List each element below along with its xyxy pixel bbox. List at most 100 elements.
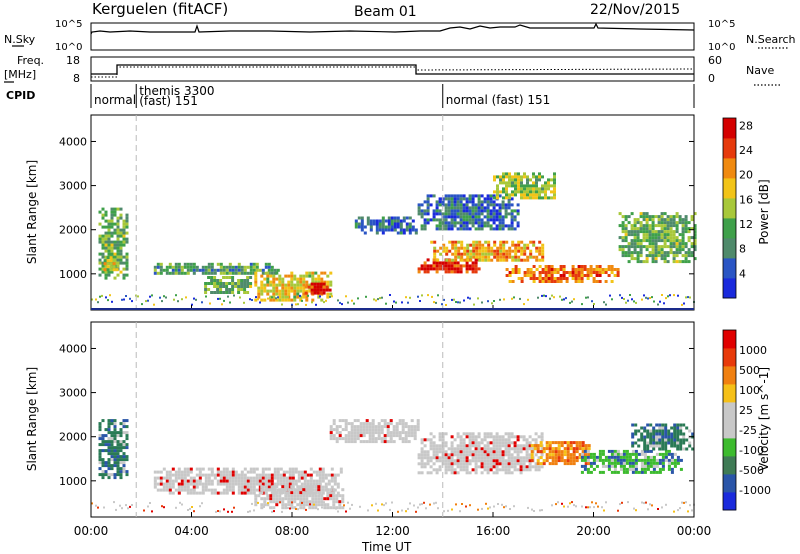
scatter-cell [538, 190, 541, 194]
near-range-cell [645, 501, 647, 504]
scatter-cell [284, 506, 288, 510]
scatter-cell [231, 265, 235, 269]
scatter-cell [113, 437, 117, 441]
scatter-cell [657, 221, 661, 225]
scatter-cell [195, 467, 199, 471]
colorbar-tick-label: -1000 [739, 484, 771, 497]
scatter-cell [672, 257, 676, 261]
scatter-cell [493, 252, 497, 256]
scatter-cell [676, 455, 680, 459]
scatter-cell [204, 285, 208, 288]
scatter-cell [275, 497, 279, 501]
scatter-cell [432, 468, 436, 472]
scatter-cell [426, 270, 430, 274]
scatter-cell [413, 437, 417, 441]
scatter-cell [258, 473, 262, 477]
y-tick-label: 4000 [59, 342, 87, 355]
scatter-cell [122, 458, 126, 462]
scatter-cell [165, 485, 169, 489]
scatter-cell [433, 249, 437, 253]
scatter-cell [633, 251, 637, 255]
scatter-cell [438, 212, 442, 216]
colorbar-swatch [723, 330, 736, 349]
scatter-cell [529, 274, 533, 277]
scatter-cell [119, 246, 123, 250]
scatter-cell [459, 200, 463, 204]
scatter-cell [633, 242, 637, 246]
scatter-cell [687, 260, 691, 264]
scatter-cell [240, 473, 244, 477]
scatter-cell [305, 289, 309, 293]
scatter-cell [110, 231, 114, 235]
scatter-cell [423, 221, 427, 225]
scatter-cell [664, 435, 668, 439]
scatter-cell [553, 172, 556, 176]
scatter-cell [101, 440, 105, 444]
scatter-cell [264, 491, 268, 495]
scatter-cell [413, 428, 417, 432]
scatter-cell [535, 184, 538, 188]
scatter-cell [410, 425, 414, 429]
scatter-cell [693, 248, 697, 252]
scatter-cell [344, 425, 348, 429]
scatter-cell [675, 260, 679, 264]
scatter-cell [658, 461, 662, 465]
near-range-cell [419, 300, 421, 302]
scatter-cell [478, 252, 482, 256]
scatter-cell [426, 203, 430, 207]
scatter-cell [456, 270, 460, 274]
scatter-cell [183, 467, 187, 471]
scatter-cell [469, 243, 473, 247]
scatter-cell [471, 444, 475, 448]
scatter-cell [563, 459, 567, 463]
scatter-cell [119, 228, 123, 232]
scatter-cell [460, 240, 464, 244]
scatter-cell [299, 274, 303, 278]
scatter-cell [377, 434, 381, 438]
scatter-cell [405, 216, 409, 220]
scatter-cell [338, 434, 342, 438]
scatter-cell [383, 425, 387, 429]
scatter-cell [537, 456, 541, 460]
near-range-cell [337, 510, 339, 513]
scatter-cell [255, 479, 259, 483]
scatter-cell [433, 240, 437, 244]
scatter-cell [278, 497, 282, 501]
scatter-cell [98, 240, 102, 244]
near-range-cell [463, 299, 465, 302]
scatter-cell [263, 283, 267, 287]
near-range-cell [603, 509, 605, 512]
scatter-cell [380, 428, 384, 432]
scatter-cell [538, 274, 542, 277]
scatter-cell [551, 453, 555, 457]
scatter-cell [293, 292, 297, 296]
scatter-cell [246, 285, 250, 288]
scatter-cell [633, 221, 637, 225]
scatter-cell [125, 258, 129, 262]
colorbar-swatch [723, 258, 736, 279]
scatter-cell [562, 277, 566, 280]
scatter-cell [559, 268, 563, 271]
scatter-cell [116, 446, 120, 450]
scatter-cell [481, 243, 485, 247]
scatter-cell [359, 431, 363, 435]
colorbar-tick-label: -25 [739, 424, 757, 437]
scatter-cell [98, 237, 102, 241]
scatter-cell [454, 246, 458, 250]
scatter-cell [685, 447, 689, 451]
scatter-cell [480, 224, 484, 228]
scatter-cell [658, 452, 662, 456]
velocity-cells [91, 419, 695, 513]
scatter-cell [275, 485, 279, 489]
scatter-cell [171, 271, 175, 275]
scatter-cell [684, 251, 688, 255]
scatter-cell [308, 491, 312, 495]
scatter-cell [171, 479, 175, 483]
near-range-cell [649, 297, 651, 299]
scatter-cell [357, 216, 361, 220]
scatter-cell [453, 215, 457, 219]
near-range-cell [373, 298, 375, 301]
scatter-cell [471, 215, 475, 219]
scatter-cell [477, 459, 481, 463]
scatter-cell [432, 218, 436, 222]
